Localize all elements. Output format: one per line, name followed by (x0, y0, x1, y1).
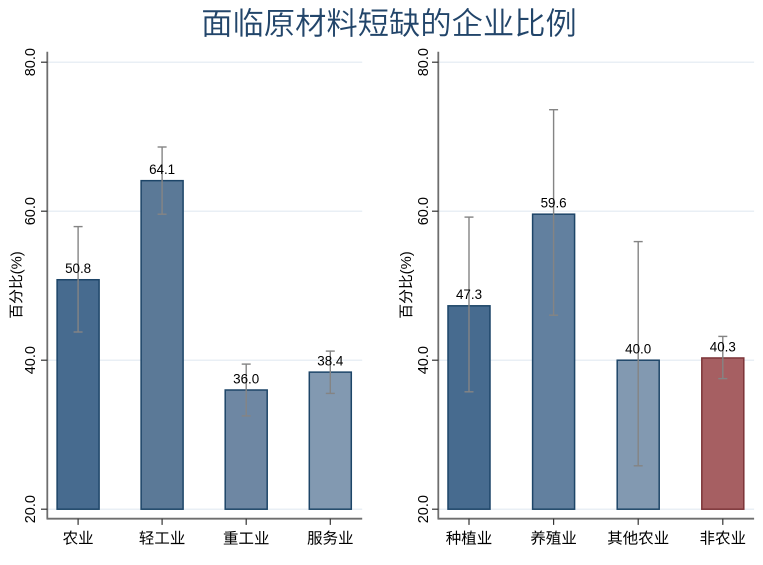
svg-text:40.3: 40.3 (710, 339, 736, 354)
svg-text:40.0: 40.0 (23, 346, 39, 374)
svg-text:50.8: 50.8 (65, 261, 91, 276)
svg-text:20.0: 20.0 (416, 495, 432, 523)
svg-text:(%): (%) (9, 251, 25, 274)
svg-text:59.6: 59.6 (541, 196, 567, 211)
svg-text:40.0: 40.0 (625, 342, 651, 357)
svg-text:60.0: 60.0 (416, 197, 432, 225)
svg-text:80.0: 80.0 (416, 48, 432, 76)
svg-text:80.0: 80.0 (23, 48, 39, 76)
svg-text:(%): (%) (399, 251, 415, 274)
svg-text:64.1: 64.1 (149, 162, 175, 177)
svg-text:40.0: 40.0 (416, 346, 432, 374)
svg-text:47.3: 47.3 (456, 287, 482, 302)
svg-text:20.0: 20.0 (23, 495, 39, 523)
svg-text:38.4: 38.4 (317, 353, 344, 368)
svg-text:36.0: 36.0 (233, 371, 259, 386)
svg-text:60.0: 60.0 (23, 197, 39, 225)
